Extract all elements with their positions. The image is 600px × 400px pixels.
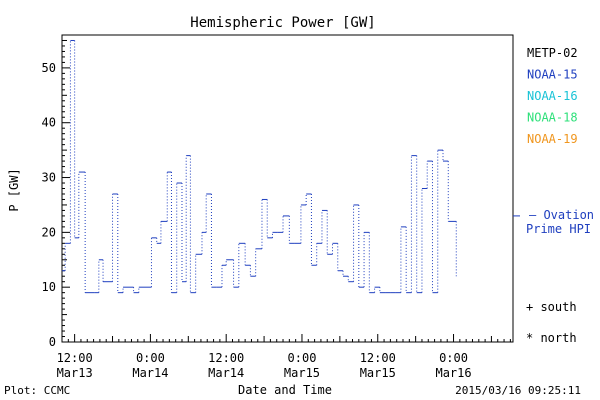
x-tick-label-time: 12:00 [360,351,396,365]
ovation-label-2: Prime HPI [526,222,591,236]
legend-item: NOAA-15 [527,68,578,82]
legend-item: NOAA-19 [527,132,578,146]
x-tick-label-time: 0:00 [136,351,165,365]
x-tick-label-date: Mar15 [360,366,396,380]
x-tick-label-time: 0:00 [288,351,317,365]
y-tick-label: 10 [42,280,56,294]
x-tick-label-date: Mar14 [208,366,244,380]
x-tick-label-date: Mar16 [435,366,471,380]
x-tick-label-time: 0:00 [439,351,468,365]
x-tick-label-time: 12:00 [208,351,244,365]
plot-timestamp: 2015/03/16 09:25:11 [455,384,581,397]
x-tick-label-date: Mar15 [284,366,320,380]
legend-item: METP-02 [527,46,578,60]
x-tick-label-date: Mar14 [132,366,168,380]
plot-frame [61,34,514,343]
y-tick-label: 50 [42,61,56,75]
x-tick-label-time: 12:00 [57,351,93,365]
chart-title: Hemispheric Power [GW] [190,15,375,31]
legend-item: NOAA-16 [527,89,578,103]
south-symbol-label: + south [526,300,577,314]
legend-item: NOAA-18 [527,111,578,125]
y-tick-label: 30 [42,171,56,185]
y-tick-label: 20 [42,225,56,239]
ovation-label: — Ovation [529,208,594,222]
x-axis-label: Date and Time [238,383,332,397]
y-axis: 0 10 20 30 40 50 [42,39,70,349]
x-tick-label-date: Mar13 [57,366,93,380]
north-symbol-label: * north [526,331,577,345]
plot-credit: Plot: CCMC [4,384,70,397]
y-axis-label: P [GW] [7,168,21,211]
y-tick-label: 0 [49,335,56,349]
x-axis: 12:00Mar130:00Mar1412:00Mar140:00Mar1512… [57,334,511,380]
series-group [62,39,457,294]
y-tick-label: 40 [42,116,56,130]
legend: METP-02 NOAA-15 NOAA-16 NOAA-18 NOAA-19 [527,46,578,146]
